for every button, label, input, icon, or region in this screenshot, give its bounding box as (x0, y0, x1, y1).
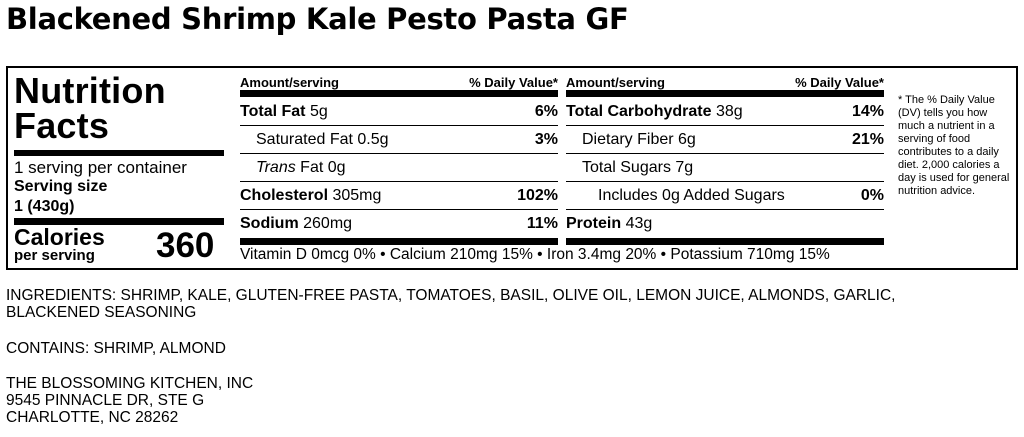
column-header: Amount/serving % Daily Value* (566, 68, 884, 90)
allergen-statement: CONTAINS: SHRIMP, ALMOND (6, 340, 226, 357)
address-line-1: THE BLOSSOMING KITCHEN, INC (6, 375, 254, 392)
nutrient-row-cholesterol: Cholesterol 305mg 102% (240, 182, 558, 210)
nutrient-row-dietary-fiber: Dietary Fiber 6g 21% (566, 126, 884, 154)
heading-line-2: Facts (14, 105, 110, 146)
serving-size-value: 1 (430g) (14, 198, 75, 215)
nutrient-row-sodium: Sodium 260mg 11% (240, 215, 558, 232)
product-title: Blackened Shrimp Kale Pesto Pasta GF (6, 2, 629, 36)
ingredients-line-1: INGREDIENTS: SHRIMP, KALE, GLUTEN-FREE P… (6, 287, 896, 304)
amount-per-serving-header: Amount/serving (566, 75, 665, 90)
manufacturer-address: THE BLOSSOMING KITCHEN, INC 9545 PINNACL… (6, 375, 253, 426)
nutrient-table-right: Amount/serving % Daily Value* Total Carb… (566, 68, 884, 245)
nutrient-row-trans-fat: Trans Fat 0g (240, 154, 558, 182)
servings-per-container: 1 serving per container (14, 158, 187, 177)
nutrient-bottom-divider (566, 238, 884, 245)
amount-per-serving-header: Amount/serving (240, 75, 339, 90)
address-line-3: CHARLOTTE, NC 28262 (6, 409, 179, 426)
header-divider (240, 90, 558, 97)
nutrient-row-protein: Protein 43g (566, 215, 653, 232)
vitamins-minerals-line: Vitamin D 0mcg 0% • Calcium 210mg 15% • … (240, 246, 830, 263)
daily-value-header: % Daily Value* (469, 75, 558, 90)
calories-value: 360 (156, 226, 215, 265)
nutrition-facts-heading: Nutrition Facts (14, 70, 166, 146)
nutrient-row-total-fat: Total Fat 5g 6% (240, 98, 558, 126)
heading-line-1: Nutrition (14, 70, 166, 111)
header-divider (566, 90, 884, 97)
serving-size-label: Serving size (14, 178, 108, 195)
daily-value-footnote: * The % Daily Value (DV) tells you how m… (898, 94, 1010, 197)
nutrient-row-added-sugars: Includes 0g Added Sugars 0% (566, 182, 884, 210)
column-header: Amount/serving % Daily Value* (240, 68, 558, 90)
nutrient-row-total-sugars: Total Sugars 7g (566, 154, 884, 182)
ingredients-list: INGREDIENTS: SHRIMP, KALE, GLUTEN-FREE P… (6, 287, 895, 321)
heading-divider (14, 150, 224, 156)
nutrient-table-left: Amount/serving % Daily Value* Total Fat … (240, 68, 558, 245)
ingredients-line-2: BLACKENED SEASONING (6, 304, 197, 321)
calories-label: Calories (14, 224, 105, 250)
daily-value-header: % Daily Value* (795, 75, 884, 90)
nutrient-row-total-carbohydrate: Total Carbohydrate 38g 14% (566, 98, 884, 126)
calories-subtitle: per serving (14, 247, 95, 264)
nutrient-bottom-divider (240, 238, 558, 245)
address-line-2: 9545 PINNACLE DR, STE G (6, 392, 205, 409)
nutrition-facts-panel: Nutrition Facts 1 serving per container … (6, 66, 1018, 270)
serving-divider (14, 218, 224, 225)
nutrient-row-saturated-fat: Saturated Fat 0.5g 3% (240, 126, 558, 154)
